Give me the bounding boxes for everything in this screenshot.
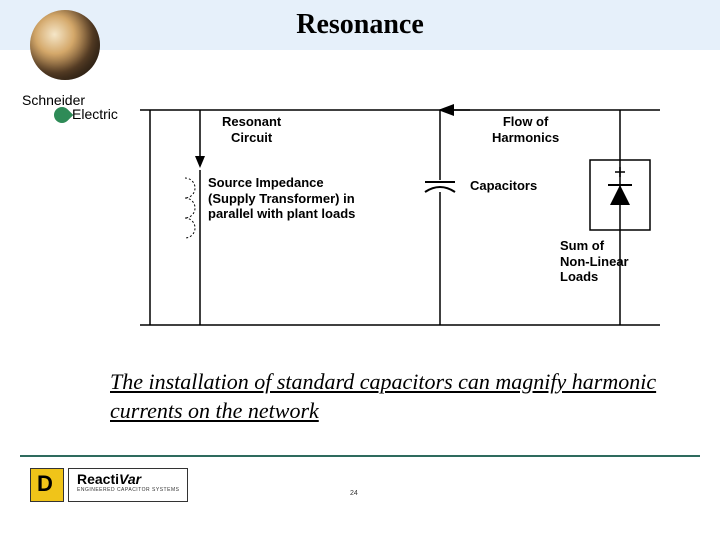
footer-brand-box: ReactiVar ENGINEERED CAPACITOR SYSTEMS [68,468,188,502]
brand-schneider-line2: Electric [72,106,118,122]
label-flow-harmonics: Flow ofHarmonics [492,114,559,145]
square-d-icon [30,468,64,502]
label-sum-nonlinear: Sum ofNon-LinearLoads [560,238,629,285]
logo-sphere-icon [30,10,100,80]
footer-brand-part2: Var [119,471,141,487]
label-source-impedance: Source Impedance(Supply Transformer) inp… [208,175,355,222]
page-number: 24 [350,490,358,497]
caption-text: The installation of standard capacitors … [110,368,660,425]
footer-logo: ReactiVar ENGINEERED CAPACITOR SYSTEMS [30,468,188,502]
footer-brand-part1: Reacti [77,471,119,487]
logo-top [30,10,110,80]
label-resonant-circuit: ResonantCircuit [222,114,281,145]
page-title: Resonance [296,9,424,41]
brand-schneider: Schneider Electric [22,92,118,123]
leaf-icon [51,104,74,127]
label-capacitors: Capacitors [470,178,537,194]
footer-brand-sub: ENGINEERED CAPACITOR SYSTEMS [77,487,179,493]
footer-divider [20,455,700,457]
circuit-diagram: ResonantCircuit Flow ofHarmonics Source … [140,100,680,330]
